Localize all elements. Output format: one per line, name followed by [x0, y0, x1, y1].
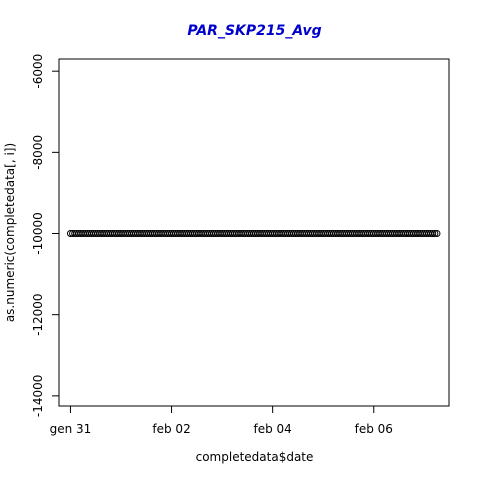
plot-frame — [58, 58, 450, 407]
x-tick-label: feb 02 — [152, 422, 190, 436]
data-point — [431, 229, 439, 237]
y-tick-label: -12000 — [31, 293, 45, 336]
x-tick-label: gen 31 — [50, 422, 92, 436]
data-point — [433, 229, 441, 237]
x-tick-label: feb 06 — [355, 422, 393, 436]
y-tick-label: -10000 — [31, 212, 45, 255]
x-axis: gen 31 feb 02 feb 04 feb 06 — [50, 406, 393, 436]
x-tick-label: feb 04 — [254, 422, 292, 436]
y-tick-label: -8000 — [31, 135, 45, 170]
data-point — [429, 229, 437, 237]
y-axis-label: as.numeric(completedata[, i]) — [3, 143, 17, 322]
chart-title: PAR_SKP215_Avg — [187, 23, 321, 39]
y-tick-label: -6000 — [31, 54, 45, 89]
x-axis-label: completedata$date — [196, 450, 314, 464]
y-tick-label: -14000 — [31, 375, 45, 418]
y-axis: -6000 -8000 -10000 -12000 -14000 — [31, 54, 59, 417]
data-points — [66, 229, 441, 237]
